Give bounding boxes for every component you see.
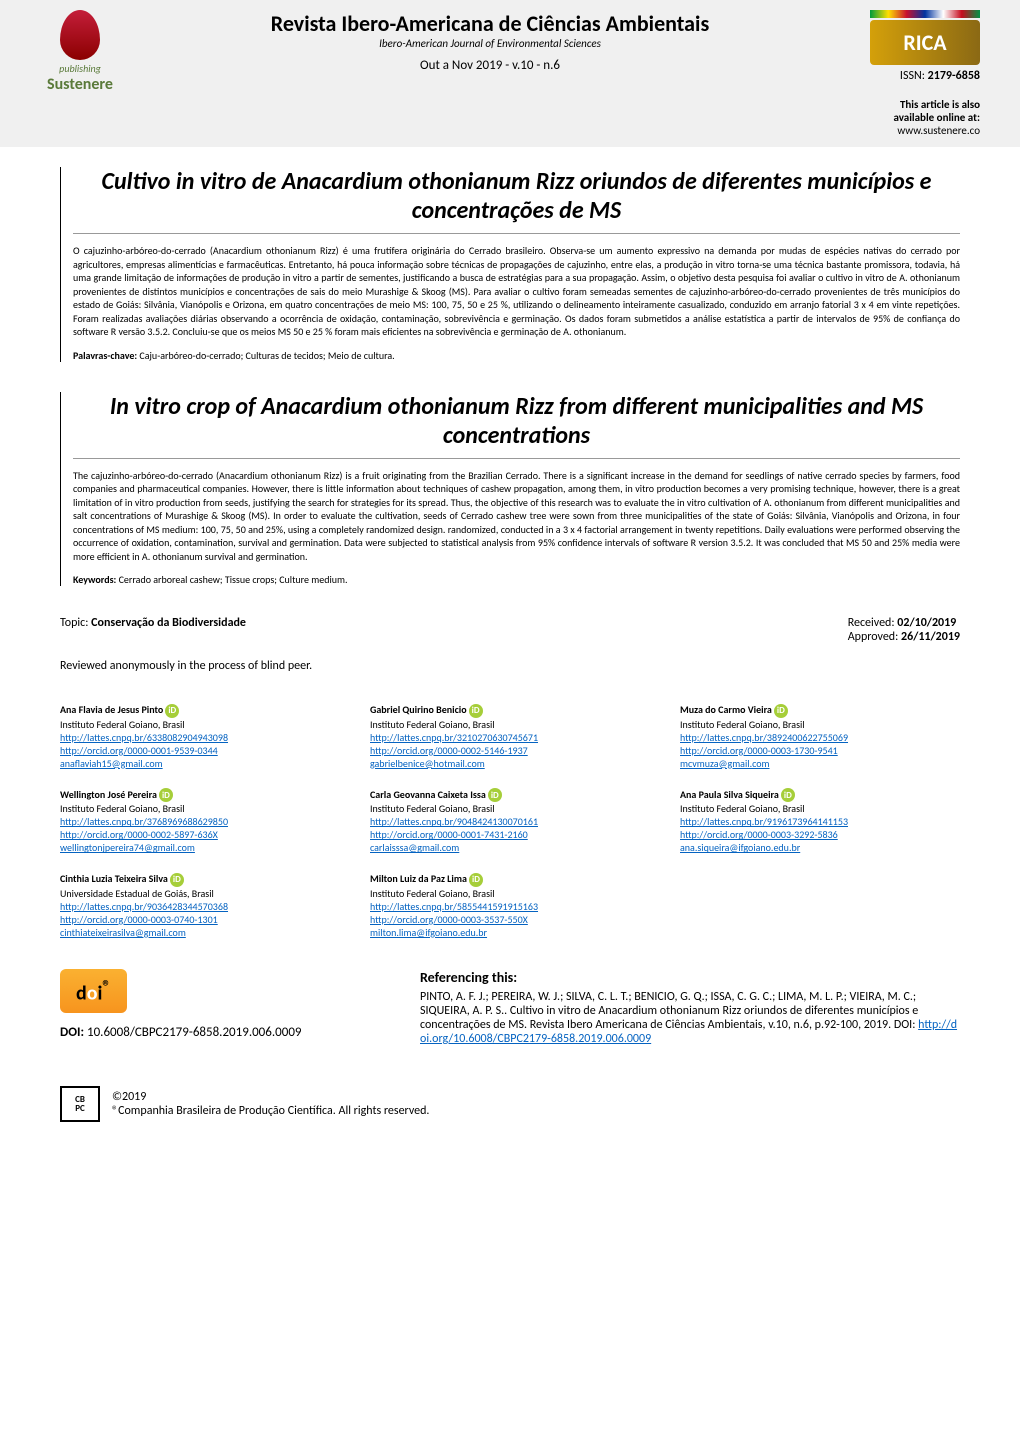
logo-publishing: publishing (59, 62, 101, 75)
author-block: Ana Paula Silva SiqueiraiDInstituto Fede… (680, 788, 960, 855)
title-rule (73, 233, 960, 234)
author-name: Carla Geovanna Caixeta Issa (370, 788, 486, 801)
header-right: RICA ISSN: 2179-6858 This article is als… (860, 10, 980, 137)
lattes-link[interactable]: http://lattes.cnpq.br/3210270630745671 (370, 731, 650, 744)
title-rule (73, 458, 960, 459)
author-affil: Instituto Federal Goiano, Brasil (680, 718, 960, 731)
author-block: Ana Flavia de Jesus PintoiDInstituto Fed… (60, 703, 340, 770)
abstract-en: In vitro crop of Anacardium othonianum R… (60, 392, 960, 587)
copyright-row: CB PC ©2019 ®Companhia Brasileira de Pro… (60, 1086, 960, 1142)
orcid-link[interactable]: http://orcid.org/0000-0002-5146-1937 (370, 744, 650, 757)
author-affil: Instituto Federal Goiano, Brasil (370, 802, 650, 815)
lattes-link[interactable]: http://lattes.cnpq.br/5855441591915163 (370, 900, 650, 913)
author-name: Milton Luiz da Paz Lima (370, 872, 467, 885)
author-name: Ana Paula Silva Siqueira (680, 788, 779, 801)
orcid-icon[interactable]: iD (488, 788, 502, 802)
review-note: Reviewed anonymously in the process of b… (60, 659, 960, 673)
logo-brand: Sustenere (47, 75, 113, 94)
article-title-pt: Cultivo in vitro de Anacardium othonianu… (73, 167, 960, 233)
author-affil: Instituto Federal Goiano, Brasil (60, 718, 340, 731)
lattes-link[interactable]: http://lattes.cnpq.br/3768969688629850 (60, 815, 340, 828)
orcid-link[interactable]: http://orcid.org/0000-0003-1730-9541 (680, 744, 960, 757)
orcid-link[interactable]: http://orcid.org/0000-0003-3292-5836 (680, 828, 960, 841)
author-name: Ana Flavia de Jesus Pinto (60, 703, 163, 716)
author-name: Cinthia Luzia Teixeira Silva (60, 872, 168, 885)
orcid-icon[interactable]: iD (159, 788, 173, 802)
orcid-link[interactable]: http://orcid.org/0000-0001-7431-2160 (370, 828, 650, 841)
orcid-link[interactable]: http://orcid.org/0000-0002-5897-636X (60, 828, 340, 841)
orcid-link[interactable]: http://orcid.org/0000-0003-3537-550X (370, 913, 650, 926)
author-block: Cinthia Luzia Teixeira SilvaiDUniversida… (60, 872, 340, 939)
cbpc-logo-icon: CB PC (60, 1086, 100, 1122)
author-affil: Universidade Estadual de Goiás, Brasil (60, 887, 340, 900)
footer-block: doi® DOI: 10.6008/CBPC2179-6858.2019.006… (60, 969, 960, 1046)
flags-icon (870, 10, 980, 18)
topic: Topic: Conservação da Biodiversidade (60, 616, 246, 644)
lattes-link[interactable]: http://lattes.cnpq.br/9196173964141153 (680, 815, 960, 828)
orcid-icon[interactable]: iD (165, 704, 179, 718)
orcid-link[interactable]: http://orcid.org/0000-0003-0740-1301 (60, 913, 340, 926)
keywords-en: Keywords: Cerrado arboreal cashew; Tissu… (73, 573, 960, 586)
abstract-text-en: The cajuzinho-arbóreo-do-cerrado (Anacar… (73, 469, 960, 564)
lattes-link[interactable]: http://lattes.cnpq.br/6338082904943098 (60, 731, 340, 744)
header-center: Revista Ibero-Americana de Ciências Ambi… (140, 10, 840, 73)
lattes-link[interactable]: http://lattes.cnpq.br/3892400622755069 (680, 731, 960, 744)
journal-subtitle: Ibero-American Journal of Environmental … (140, 37, 840, 50)
lattes-link[interactable]: http://lattes.cnpq.br/9048424130070161 (370, 815, 650, 828)
author-block: Gabriel Quirino BenicioiDInstituto Feder… (370, 703, 650, 770)
keywords-pt: Palavras-chave: Caju-arbóreo-do-cerrado;… (73, 349, 960, 362)
article-title-en: In vitro crop of Anacardium othonianum R… (73, 392, 960, 458)
doi-text: DOI: 10.6008/CBPC2179-6858.2019.006.0009 (60, 1025, 390, 1040)
author-block: Milton Luiz da Paz LimaiDInstituto Feder… (370, 872, 650, 939)
author-name: Muza do Carmo Vieira (680, 703, 772, 716)
citation-block: Referencing this: PINTO, A. F. J.; PEREI… (420, 969, 960, 1046)
copyright-text: ©2019 ®Companhia Brasileira de Produção … (112, 1090, 429, 1118)
orcid-icon[interactable]: iD (469, 704, 483, 718)
author-affil: Instituto Federal Goiano, Brasil (680, 802, 960, 815)
author-block: Carla Geovanna Caixeta IssaiDInstituto F… (370, 788, 650, 855)
abstract-text-pt: O cajuzinho-arbóreo-do-cerrado (Anacardi… (73, 244, 960, 339)
page-content: Cultivo in vitro de Anacardium othonianu… (0, 147, 1020, 1162)
author-affil: Instituto Federal Goiano, Brasil (370, 718, 650, 731)
orcid-icon[interactable]: iD (781, 788, 795, 802)
author-affil: Instituto Federal Goiano, Brasil (60, 802, 340, 815)
email-link[interactable]: anaflaviah15@gmail.com (60, 757, 340, 770)
citation-heading: Referencing this: (420, 969, 960, 986)
author-affil: Instituto Federal Goiano, Brasil (370, 887, 650, 900)
author-name: Gabriel Quirino Benicio (370, 703, 467, 716)
author-block: Wellington José PereiraiDInstituto Feder… (60, 788, 340, 855)
authors-grid: Ana Flavia de Jesus PintoiDInstituto Fed… (60, 703, 960, 939)
email-link[interactable]: milton.lima@ifgoiano.edu.br (370, 926, 650, 939)
email-link[interactable]: wellingtonjpereira74@gmail.com (60, 841, 340, 854)
email-link[interactable]: mcvmuza@gmail.com (680, 757, 960, 770)
issue-line: Out a Nov 2019 - v.10 - n.6 (140, 58, 840, 73)
online-note: This article is also available online at… (860, 98, 980, 124)
abstract-pt: Cultivo in vitro de Anacardium othonianu… (60, 167, 960, 362)
journal-header: publishing Sustenere Revista Ibero-Ameri… (0, 0, 1020, 147)
orcid-icon[interactable]: iD (170, 873, 184, 887)
email-link[interactable]: gabrielbenice@hotmail.com (370, 757, 650, 770)
dates: Received: 02/10/2019 Approved: 26/11/201… (848, 616, 960, 644)
online-url: www.sustenere.co (860, 124, 980, 137)
doi-badge-icon: doi® (60, 969, 127, 1014)
citation-text: PINTO, A. F. J.; PEREIRA, W. J.; SILVA, … (420, 990, 918, 1032)
issn: ISSN: 2179-6858 (860, 69, 980, 83)
orcid-link[interactable]: http://orcid.org/0000-0001-9539-0344 (60, 744, 340, 757)
sustenere-logo: publishing Sustenere (40, 10, 120, 94)
email-link[interactable]: carlaisssa@gmail.com (370, 841, 650, 854)
orcid-icon[interactable]: iD (774, 704, 788, 718)
author-block: Muza do Carmo VieiraiDInstituto Federal … (680, 703, 960, 770)
flame-icon (60, 10, 100, 60)
lattes-link[interactable]: http://lattes.cnpq.br/9036428344570368 (60, 900, 340, 913)
email-link[interactable]: cinthiateixeirasilva@gmail.com (60, 926, 340, 939)
author-name: Wellington José Pereira (60, 788, 157, 801)
email-link[interactable]: ana.siqueira@ifgoiano.edu.br (680, 841, 960, 854)
orcid-icon[interactable]: iD (469, 873, 483, 887)
meta-row: Topic: Conservação da Biodiversidade Rec… (60, 616, 960, 644)
journal-title: Revista Ibero-Americana de Ciências Ambi… (140, 10, 840, 37)
doi-section: doi® DOI: 10.6008/CBPC2179-6858.2019.006… (60, 969, 390, 1041)
rica-logo: RICA (870, 20, 980, 65)
